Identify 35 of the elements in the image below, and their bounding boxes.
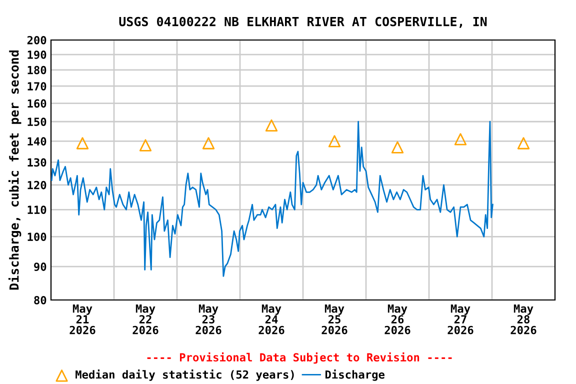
y-tick-label: 140	[28, 137, 46, 146]
y-axis-title: Discharge, cubic feet per second	[8, 50, 22, 290]
point	[454, 133, 467, 146]
line-series	[51, 120, 494, 277]
point	[139, 139, 152, 152]
x-tick-label: May 27 2026	[448, 304, 474, 334]
y-tick-label: 90	[34, 262, 46, 272]
legend-label: Median daily statistic (52 years)	[76, 370, 294, 381]
point	[265, 119, 278, 132]
y-tick-label: 130	[28, 158, 46, 167]
chart-title: USGS 04100222 NB ELKHART RIVER AT COSPERVILLE, IN	[119, 16, 487, 28]
point	[202, 137, 215, 150]
point	[328, 135, 341, 148]
y-tick-label: 80	[34, 296, 46, 304]
y-tick-label: 150	[28, 118, 46, 126]
point	[517, 137, 530, 150]
x-tick-label: May 26 2026	[384, 304, 410, 334]
legend-label: Discharge	[325, 370, 384, 381]
point	[391, 141, 404, 154]
x-tick-label: May 23 2026	[196, 304, 222, 334]
text: ---- Provisional Data Subject to Revision ----	[147, 352, 452, 364]
y-tick-label: 170	[28, 82, 46, 90]
x-tick-label: May 24 2026	[258, 304, 284, 334]
y-tick-label: 120	[28, 180, 46, 190]
x-tick-label: May 21 2026	[70, 304, 96, 334]
y-tick-label: 110	[28, 206, 46, 214]
point	[76, 137, 89, 150]
y-tick-label: 200	[27, 36, 46, 44]
x-tick-label: May 28 2026	[510, 304, 536, 334]
y-tick-label: 160	[28, 99, 46, 108]
x-tick-label: May 25 2026	[322, 304, 348, 334]
x-tick-label: May 22 2026	[132, 304, 158, 334]
y-tick-label: 180	[28, 66, 46, 74]
y-tick-label: 100	[28, 232, 46, 242]
y-tick-label: 190	[28, 50, 46, 59]
